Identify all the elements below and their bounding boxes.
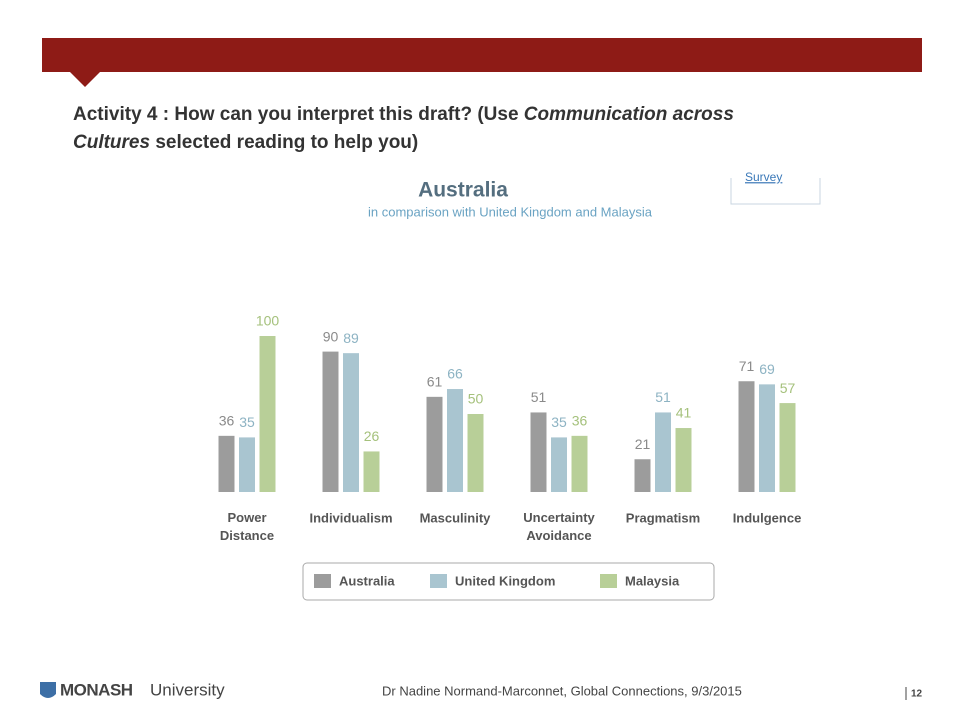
bar: [634, 459, 651, 492]
x-tick-label: Pragmatism: [626, 510, 700, 525]
chart-subtitle: in comparison with United Kingdom and Ma…: [368, 204, 653, 219]
bar: [363, 451, 380, 492]
legend-label: United Kingdom: [455, 573, 555, 588]
bar: [571, 435, 588, 492]
value-label: 26: [364, 428, 380, 444]
value-label: 51: [655, 389, 671, 405]
side-box-clip: [729, 160, 823, 178]
title-segment: Activity 4 : How can you interpret this …: [73, 104, 524, 125]
bar: [738, 381, 755, 492]
bar: [239, 437, 255, 492]
bar: [259, 336, 276, 492]
value-label: 61: [427, 374, 443, 390]
x-tick-label: Indulgence: [733, 510, 802, 525]
value-label: 66: [447, 366, 463, 382]
value-label: 35: [551, 414, 567, 430]
logo: MONASH University: [40, 680, 225, 699]
value-label: 36: [219, 413, 235, 429]
legend-swatch: [430, 574, 447, 588]
title-segment: Communication across: [524, 104, 734, 125]
bar: [343, 353, 359, 492]
footer-text: Dr Nadine Normand-Marconnet, Global Conn…: [382, 683, 742, 698]
legend-label: Malaysia: [625, 573, 680, 588]
value-label: 57: [780, 380, 796, 396]
value-label: 41: [676, 405, 692, 421]
x-tick-label: Masculinity: [420, 510, 492, 525]
bar: [551, 437, 567, 492]
value-label: 21: [635, 436, 651, 452]
legend-box: [302, 562, 715, 601]
side-link[interactable]: Survey: [745, 170, 782, 184]
bar: [426, 396, 443, 492]
header-bar: [42, 38, 922, 87]
bar: [759, 384, 775, 492]
logo-name: MONASH: [60, 680, 133, 699]
legend-label: Australia: [339, 573, 395, 588]
value-label: 36: [572, 413, 588, 429]
title-line: Activity 4 : How can you interpret this …: [73, 104, 734, 125]
logo-shield: [40, 682, 56, 698]
slide-title: Activity 4 : How can you interpret this …: [73, 104, 734, 153]
bar: [322, 351, 339, 492]
bar: [218, 435, 235, 492]
x-tick-label-line: Distance: [220, 528, 274, 543]
x-tick-label: Uncertainty Avoidance: [523, 510, 595, 543]
value-label: 35: [239, 414, 255, 430]
legend-swatch: [600, 574, 617, 588]
value-label: 69: [759, 361, 775, 377]
value-label: 71: [739, 358, 755, 374]
bar: [447, 389, 463, 492]
bar: [675, 428, 692, 492]
title-segment: Cultures: [73, 132, 150, 153]
x-tick-label-line: Power: [227, 510, 266, 525]
value-label: 90: [323, 328, 339, 344]
legend-swatch: [314, 574, 331, 588]
value-label: 100: [256, 313, 280, 329]
bar: [467, 414, 484, 492]
x-tick-label: Power Distance: [220, 510, 274, 543]
bar: [655, 412, 671, 492]
logo-suffix: University: [150, 680, 225, 699]
x-tick-label: Individualism: [309, 510, 392, 525]
x-tick-label-line: Avoidance: [526, 528, 591, 543]
title-line: Cultures selected reading to help you): [73, 132, 418, 153]
bar: [779, 403, 796, 492]
value-label: 51: [531, 389, 547, 405]
value-label: 50: [468, 391, 484, 407]
page-number: 12: [911, 689, 923, 700]
value-label: 89: [343, 330, 359, 346]
x-tick-label-line: Uncertainty: [523, 510, 595, 525]
title-segment: selected reading to help you): [150, 132, 418, 153]
bar: [530, 412, 547, 492]
chart-title: Australia: [418, 179, 508, 202]
